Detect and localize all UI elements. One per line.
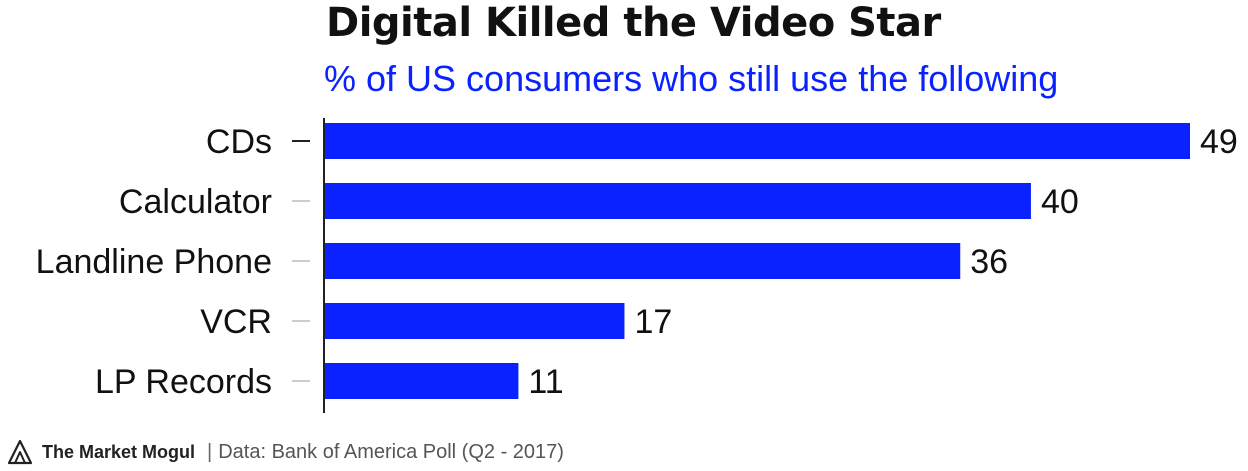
brand-name: The Market Mogul <box>42 441 196 462</box>
value-label-0: 49 <box>1200 123 1238 161</box>
bar-2 <box>324 243 961 279</box>
bar-chart: CDs 49 Calculator 40 Landline Phone 36 VCR 17 LP… <box>36 118 1238 413</box>
value-label-3: 17 <box>634 303 672 341</box>
value-label-4: 11 <box>528 363 563 401</box>
footer: The Market Mogul | Data: Bank of America… <box>6 436 564 468</box>
category-label-3: VCR <box>200 303 272 341</box>
category-label-4: LP Records <box>95 363 272 401</box>
chart-title: Digital Killed the Video Star <box>326 0 941 46</box>
category-label-0: CDs <box>206 123 272 161</box>
data-source: Data: Bank of America Poll (Q2 - 2017) <box>218 440 564 463</box>
footer-separator: | <box>207 440 213 463</box>
bar-0 <box>324 123 1190 159</box>
category-label-2: Landline Phone <box>36 243 272 281</box>
mountain-logo-icon <box>6 438 34 466</box>
value-label-2: 36 <box>970 243 1008 281</box>
category-label-1: Calculator <box>119 183 272 221</box>
bar-3 <box>324 303 625 339</box>
bar-1 <box>324 183 1031 219</box>
value-label-1: 40 <box>1041 183 1079 221</box>
chart-subtitle: % of US consumers who still use the foll… <box>324 58 1059 99</box>
bar-4 <box>324 363 519 399</box>
